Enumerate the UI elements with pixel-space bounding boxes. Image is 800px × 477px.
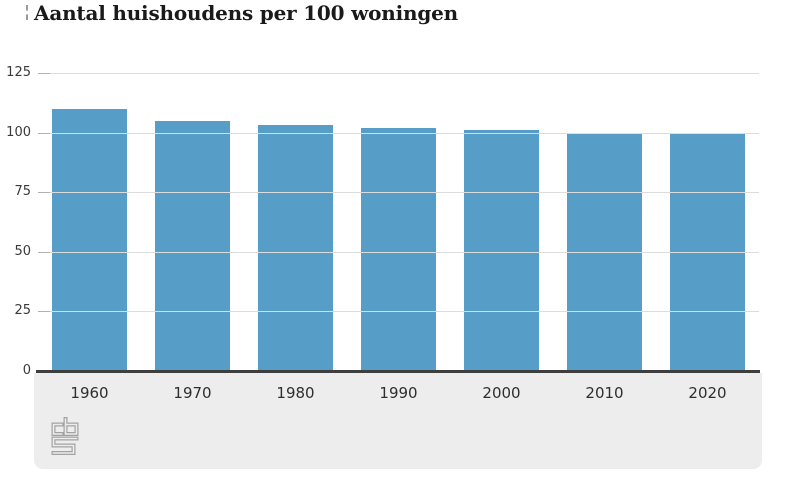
y-tick-label-25: 25 — [14, 303, 31, 319]
y-tick-label-100: 100 — [6, 124, 31, 140]
gridline-75 — [38, 192, 759, 194]
y-tick-label-75: 75 — [14, 184, 31, 200]
x-tick-label-1960: 1960 — [70, 384, 109, 402]
chart-title: Aantal huishoudens per 100 woningen — [34, 1, 459, 25]
x-axis-labels: 1960 1970 1980 1990 2000 2010 2020 — [38, 384, 759, 402]
x-tick-label-2000: 2000 — [482, 384, 521, 402]
y-tick-25 — [38, 311, 50, 313]
clipped-dashed-border-fragment — [26, 5, 28, 20]
bar-1990 — [361, 127, 436, 371]
plot-area — [38, 73, 759, 371]
gridline-100 — [38, 132, 759, 134]
gridline-25 — [38, 311, 759, 313]
y-tick-label-0: 0 — [22, 363, 31, 378]
bar-1960 — [52, 108, 127, 371]
y-tick-50 — [38, 251, 50, 253]
y-tick-label-125: 125 — [6, 65, 31, 80]
bar-series — [38, 73, 759, 371]
y-tick-label-50: 50 — [14, 243, 31, 259]
x-tick-label-1970: 1970 — [173, 384, 212, 402]
bar-1980 — [258, 125, 333, 371]
x-tick-label-1980: 1980 — [276, 384, 315, 402]
chart-footer: 1960 1970 1980 1990 2000 2010 2020 — [34, 373, 762, 469]
gridline-50 — [38, 251, 759, 253]
x-tick-label-2020: 2020 — [688, 384, 727, 402]
y-tick-100 — [38, 132, 50, 134]
gridline-125 — [38, 73, 759, 74]
bar-2000 — [464, 130, 539, 371]
bar-1970 — [155, 120, 230, 371]
x-axis-line — [36, 370, 760, 373]
y-axis-labels: 0 25 50 75 100 125 — [0, 0, 31, 477]
x-tick-label-2010: 2010 — [585, 384, 624, 402]
y-tick-125 — [38, 73, 50, 74]
x-tick-label-1990: 1990 — [379, 384, 418, 402]
cbs-logo-icon — [51, 417, 79, 455]
y-tick-75 — [38, 192, 50, 194]
